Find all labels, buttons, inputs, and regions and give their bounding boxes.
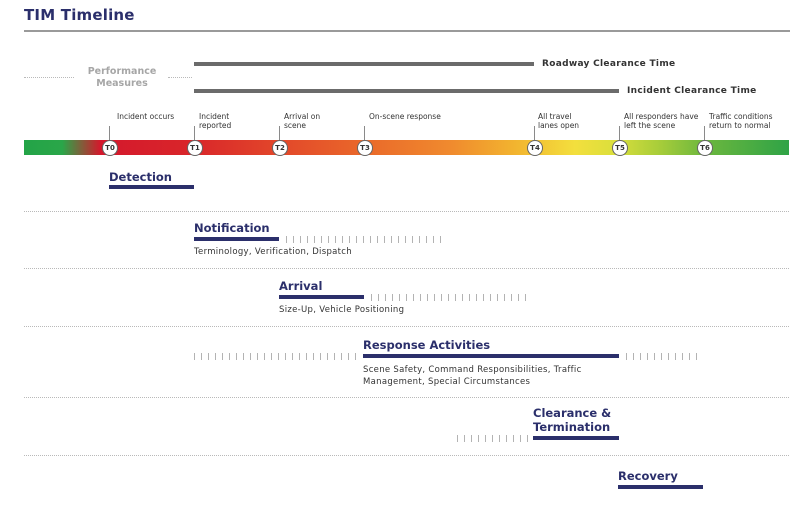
phase-title-recovery: Recovery bbox=[618, 469, 678, 483]
event-label-t4: All travel lanes open bbox=[538, 112, 580, 130]
event-tick bbox=[619, 126, 620, 145]
event-label-t5: All responders have left the scene bbox=[624, 112, 699, 130]
roadway-clearance-label: Roadway Clearance Time bbox=[542, 59, 676, 69]
event-label-t2: Arrival on scene bbox=[284, 112, 321, 130]
marker-t6: T6 bbox=[697, 140, 713, 156]
phase-divider bbox=[24, 397, 789, 398]
event-tick bbox=[279, 126, 280, 145]
phase-divider bbox=[24, 326, 789, 327]
event-tick bbox=[704, 126, 705, 145]
event-tick bbox=[109, 126, 110, 145]
phase-desc-notification: Terminology, Verification, Dispatch bbox=[194, 247, 352, 257]
phase-title-notification: Notification bbox=[194, 221, 270, 235]
page-title: TIM Timeline bbox=[24, 6, 135, 24]
incident-clearance-label: Incident Clearance Time bbox=[627, 86, 757, 96]
marker-t2: T2 bbox=[272, 140, 288, 156]
event-label-t0: Incident occurs bbox=[117, 112, 175, 121]
phase-bar-response bbox=[363, 354, 619, 358]
event-tick bbox=[194, 126, 195, 145]
event-label-t6: Traffic conditions return to normal bbox=[709, 112, 773, 130]
phase-extent-response-post bbox=[626, 353, 698, 360]
phase-divider bbox=[24, 211, 789, 212]
timeline-gradient-bar bbox=[24, 140, 789, 155]
performance-measures-label: Performance Measures bbox=[87, 66, 157, 89]
phase-title-arrival: Arrival bbox=[279, 279, 323, 293]
phase-divider bbox=[24, 455, 789, 456]
phase-bar-recovery bbox=[618, 485, 703, 489]
phase-bar-arrival bbox=[279, 295, 364, 299]
phase-title-response: Response Activities bbox=[363, 338, 491, 352]
phase-extent-notification bbox=[286, 236, 442, 243]
phase-title-clearance: Clearance & Termination bbox=[533, 406, 612, 434]
marker-t3: T3 bbox=[357, 140, 373, 156]
marker-t0: T0 bbox=[102, 140, 118, 156]
phase-divider bbox=[24, 268, 789, 269]
marker-t5: T5 bbox=[612, 140, 628, 156]
marker-t4: T4 bbox=[527, 140, 543, 156]
phase-desc-arrival: Size-Up, Vehicle Positioning bbox=[279, 305, 405, 315]
event-tick bbox=[534, 126, 535, 145]
event-tick bbox=[364, 126, 365, 145]
phase-extent-clearance bbox=[457, 435, 531, 442]
title-divider bbox=[24, 30, 790, 32]
incident-clearance-bar bbox=[194, 89, 619, 93]
performance-measures-dotline bbox=[168, 77, 192, 78]
event-label-t3: On-scene response bbox=[369, 112, 441, 121]
performance-measures-dotline bbox=[24, 77, 74, 78]
phase-extent-response-pre bbox=[194, 353, 360, 360]
phase-desc-response: Scene Safety, Command Responsibilities, … bbox=[363, 365, 582, 387]
phase-title-detection: Detection bbox=[109, 170, 172, 184]
phase-bar-clearance bbox=[533, 436, 619, 440]
phase-extent-arrival bbox=[371, 294, 527, 301]
marker-t1: T1 bbox=[187, 140, 203, 156]
phase-bar-notification bbox=[194, 237, 279, 241]
roadway-clearance-bar bbox=[194, 62, 534, 66]
phase-bar-detection bbox=[109, 185, 194, 189]
event-label-t1: Incident reported bbox=[199, 112, 232, 130]
